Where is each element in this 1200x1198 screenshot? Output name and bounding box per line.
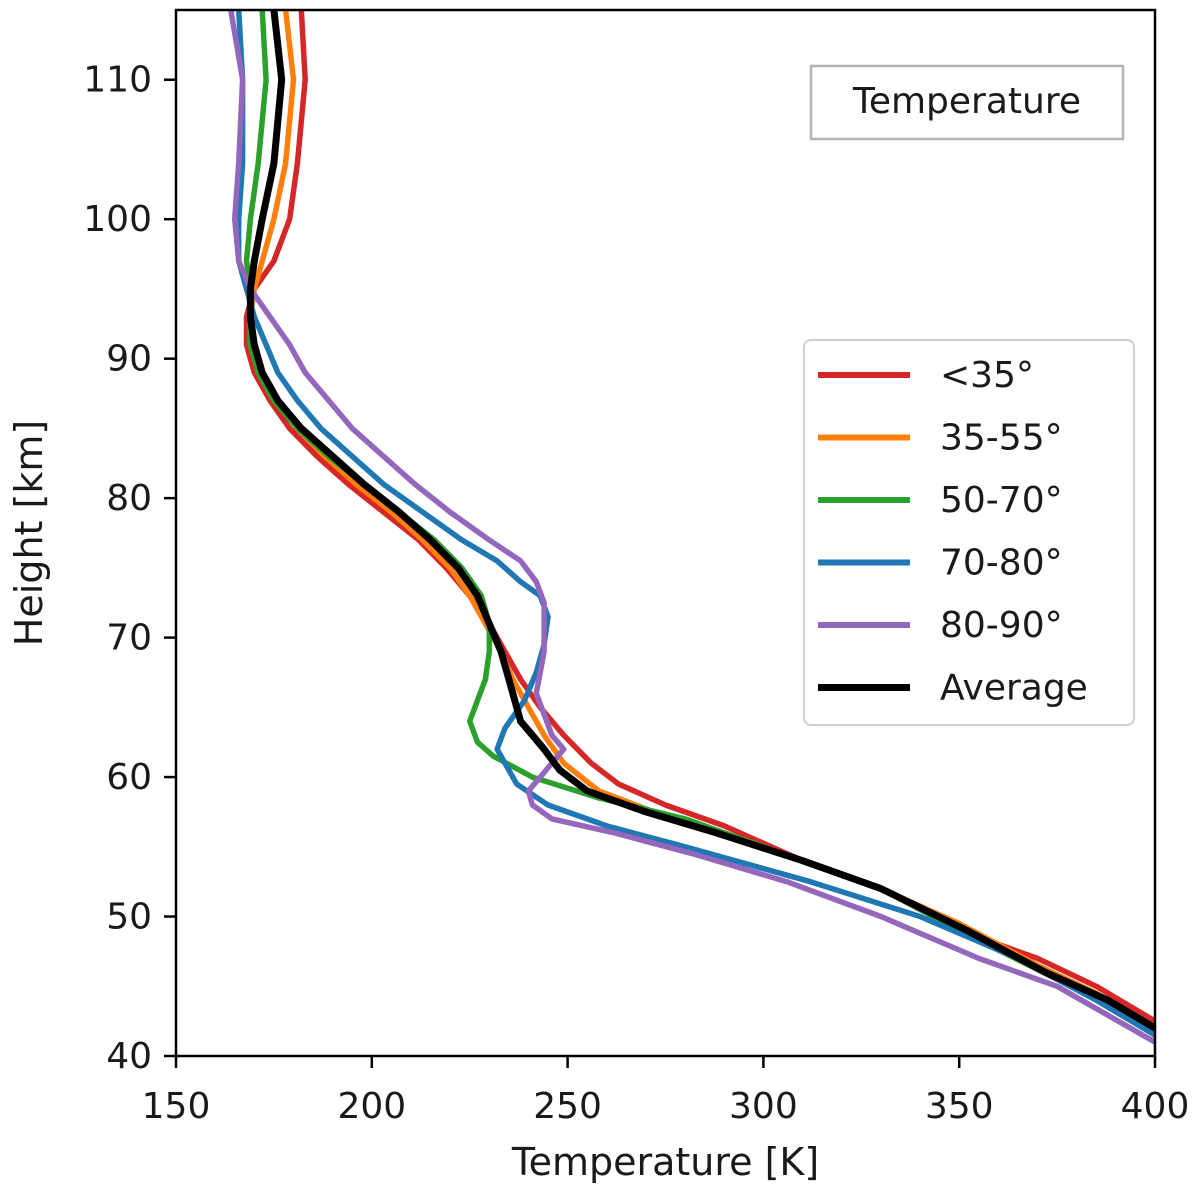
y-tick-label-2: 60 — [106, 757, 152, 798]
y-tick-label-4: 80 — [106, 478, 152, 519]
legend-label-3: 70-80° — [940, 543, 1063, 584]
legend-label-1: 35-55° — [940, 418, 1063, 459]
y-tick-label-0: 40 — [106, 1036, 152, 1077]
y-tick-label-6: 100 — [83, 199, 152, 240]
series-layer — [228, 10, 1155, 1045]
y-tick-label-1: 50 — [106, 897, 152, 938]
x-tick-label-0: 150 — [142, 1086, 211, 1127]
series-line-4 — [228, 10, 1155, 1045]
legend-label-2: 50-70° — [940, 480, 1063, 521]
y-tick-label-7: 110 — [83, 60, 152, 101]
legend-label-0: <35° — [940, 355, 1034, 396]
legend: <35° 35-55° 50-70° 70-80° 80-90° Average — [803, 339, 1135, 726]
x-tick-label-5: 400 — [1121, 1086, 1190, 1127]
x-tick-label-4: 350 — [925, 1086, 994, 1127]
chart-title: Temperature — [852, 81, 1081, 122]
plot-frame — [174, 8, 1157, 1058]
y-tick-label-5: 90 — [106, 339, 152, 380]
legend-label-5: Average — [940, 668, 1088, 709]
series-line-5 — [246, 10, 1155, 1032]
chart-title-frame — [809, 64, 1125, 141]
chart-title-box: Temperature — [809, 64, 1125, 141]
x-tick-label-2: 250 — [533, 1086, 602, 1127]
y-axis-label: Height [km] — [7, 420, 51, 646]
legend-label-4: 80-90° — [940, 605, 1063, 646]
y-tick-label-3: 70 — [106, 618, 152, 659]
x-tick-label-1: 200 — [337, 1086, 406, 1127]
x-axis-label: Temperature [K] — [511, 1140, 819, 1184]
x-tick-label-3: 300 — [729, 1086, 798, 1127]
axis-ticks: 150 200 250 300 350 400 40 50 60 70 80 90 100 110 — [83, 60, 1189, 1127]
